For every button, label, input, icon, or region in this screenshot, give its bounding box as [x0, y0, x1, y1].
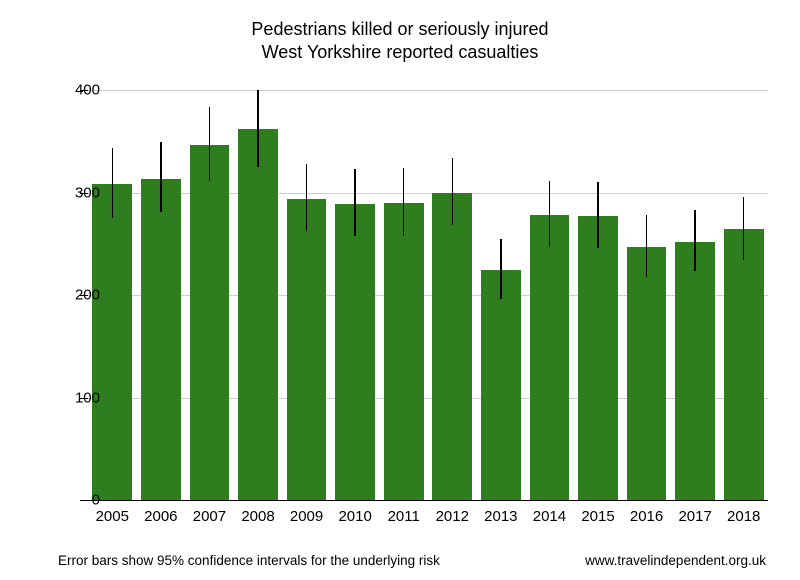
xlabel: 2016	[630, 508, 663, 525]
xlabel: 2005	[96, 508, 129, 525]
bar	[481, 270, 521, 500]
error-bar	[112, 148, 114, 218]
xlabel: 2015	[581, 508, 614, 525]
xlabel: 2009	[290, 508, 323, 525]
title-line2: West Yorkshire reported casualties	[262, 42, 539, 62]
xlabel: 2014	[533, 508, 566, 525]
error-bar	[209, 107, 211, 181]
xlabel: 2012	[436, 508, 469, 525]
bar	[384, 203, 424, 500]
bar	[627, 247, 667, 500]
bar	[578, 216, 618, 500]
ylabel: 200	[75, 287, 100, 304]
bar	[92, 184, 132, 500]
error-bar	[694, 210, 696, 272]
ylabel: 400	[75, 82, 100, 99]
title-line1: Pedestrians killed or seriously injured	[251, 19, 548, 39]
error-bar	[500, 239, 502, 299]
bar	[141, 179, 181, 500]
error-bar	[452, 158, 454, 226]
bar	[724, 229, 764, 500]
error-bar	[549, 181, 551, 247]
error-bar	[597, 182, 599, 248]
ytick	[80, 500, 88, 501]
ylabel: 100	[75, 389, 100, 406]
error-bar	[646, 215, 648, 277]
xlabel: 2010	[338, 508, 371, 525]
xlabel: 2017	[678, 508, 711, 525]
gridline	[88, 90, 768, 91]
bar	[287, 199, 327, 500]
bar	[432, 193, 472, 501]
footnote-left: Error bars show 95% confidence intervals…	[58, 553, 440, 568]
xlabel: 2018	[727, 508, 760, 525]
bar	[530, 215, 570, 500]
xlabel: 2011	[388, 508, 420, 525]
footnote-right: www.travelindependent.org.uk	[585, 553, 766, 568]
bar	[335, 204, 375, 500]
xlabel: 2008	[241, 508, 274, 525]
error-bar	[160, 142, 162, 212]
ylabel: 0	[92, 492, 100, 509]
ylabel: 300	[75, 184, 100, 201]
error-bar	[257, 90, 259, 167]
bar	[190, 145, 230, 500]
xlabel: 2013	[484, 508, 517, 525]
error-bar	[306, 164, 308, 232]
xlabel: 2006	[144, 508, 177, 525]
error-bar	[354, 169, 356, 236]
plot-area: 2005200620072008200920102011201220132014…	[88, 90, 768, 501]
xlabel: 2007	[193, 508, 226, 525]
error-bar	[403, 168, 405, 236]
error-bar	[743, 197, 745, 261]
chart-container: Pedestrians killed or seriously injured …	[0, 0, 800, 580]
bar	[675, 242, 715, 500]
bar	[238, 129, 278, 500]
chart-title: Pedestrians killed or seriously injured …	[0, 18, 800, 65]
